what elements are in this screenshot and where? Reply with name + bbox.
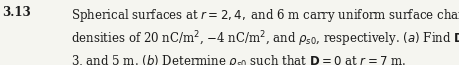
Text: 3.13: 3.13 [2, 6, 31, 20]
Text: densities of 20 nC/m$^2$, $-$4 nC/m$^2$, and $\rho_{s0}$, respectively. $(a)$ Fi: densities of 20 nC/m$^2$, $-$4 nC/m$^2$,… [71, 29, 459, 49]
Text: 3, and 5 m. $(b)$ Determine $\rho_{s0}$ such that $\mathbf{D} = 0$ at $r = 7$ m.: 3, and 5 m. $(b)$ Determine $\rho_{s0}$ … [71, 53, 406, 65]
Text: Spherical surfaces at $r = 2, 4,$ and 6 m carry uniform surface charge: Spherical surfaces at $r = 2, 4,$ and 6 … [71, 6, 459, 24]
